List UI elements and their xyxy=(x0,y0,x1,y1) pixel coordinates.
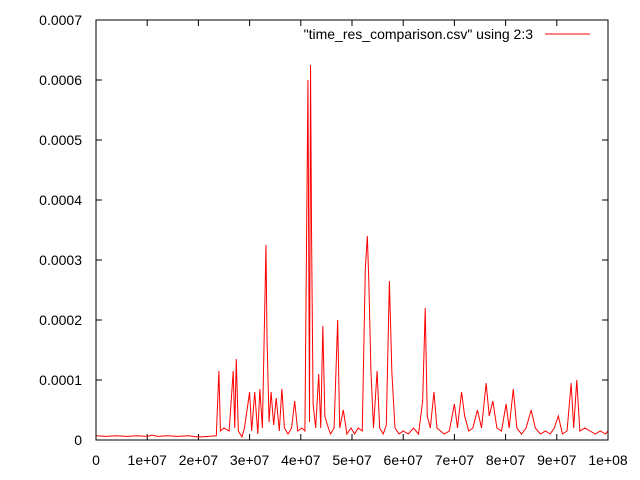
x-tick-label: 2e+07 xyxy=(179,452,219,468)
plot-frame xyxy=(95,19,609,441)
x-tick-label: 3e+07 xyxy=(230,452,270,468)
series-line-0 xyxy=(95,64,609,439)
x-tick-label: 1e+07 xyxy=(128,452,168,468)
y-tick-label: 0.0004 xyxy=(39,192,82,208)
y-tick-label: 0.0002 xyxy=(39,312,82,328)
y-tick-label: 0.0006 xyxy=(39,72,82,88)
x-tick-label: 6e+07 xyxy=(384,452,424,468)
y-tick-label: 0.0005 xyxy=(39,132,82,148)
x-tick-label: 9e+07 xyxy=(537,452,577,468)
y-tick-label: 0 xyxy=(74,432,82,448)
legend-label: "time_res_comparison.csv" using 2:3 xyxy=(304,26,534,42)
y-tick-label: 0.0007 xyxy=(39,12,82,28)
axis-tick-labels: 0 1e+07 2e+07 3e+07 4e+07 5e+07 6e+07 7e+07 8e+0… xyxy=(39,12,628,468)
x-tick-label: 1e+08 xyxy=(588,452,628,468)
x-tick-label: 8e+07 xyxy=(486,452,526,468)
x-tick-label: 5e+07 xyxy=(332,452,372,468)
legend: "time_res_comparison.csv" using 2:3 xyxy=(304,26,590,42)
y-tick-label: 0.0001 xyxy=(39,372,82,388)
y-tick-label: 0.0003 xyxy=(39,252,82,268)
x-tick-label: 7e+07 xyxy=(435,452,475,468)
x-tick-label: 0 xyxy=(92,452,100,468)
x-tick-label: 4e+07 xyxy=(281,452,321,468)
series-layer xyxy=(95,64,609,439)
